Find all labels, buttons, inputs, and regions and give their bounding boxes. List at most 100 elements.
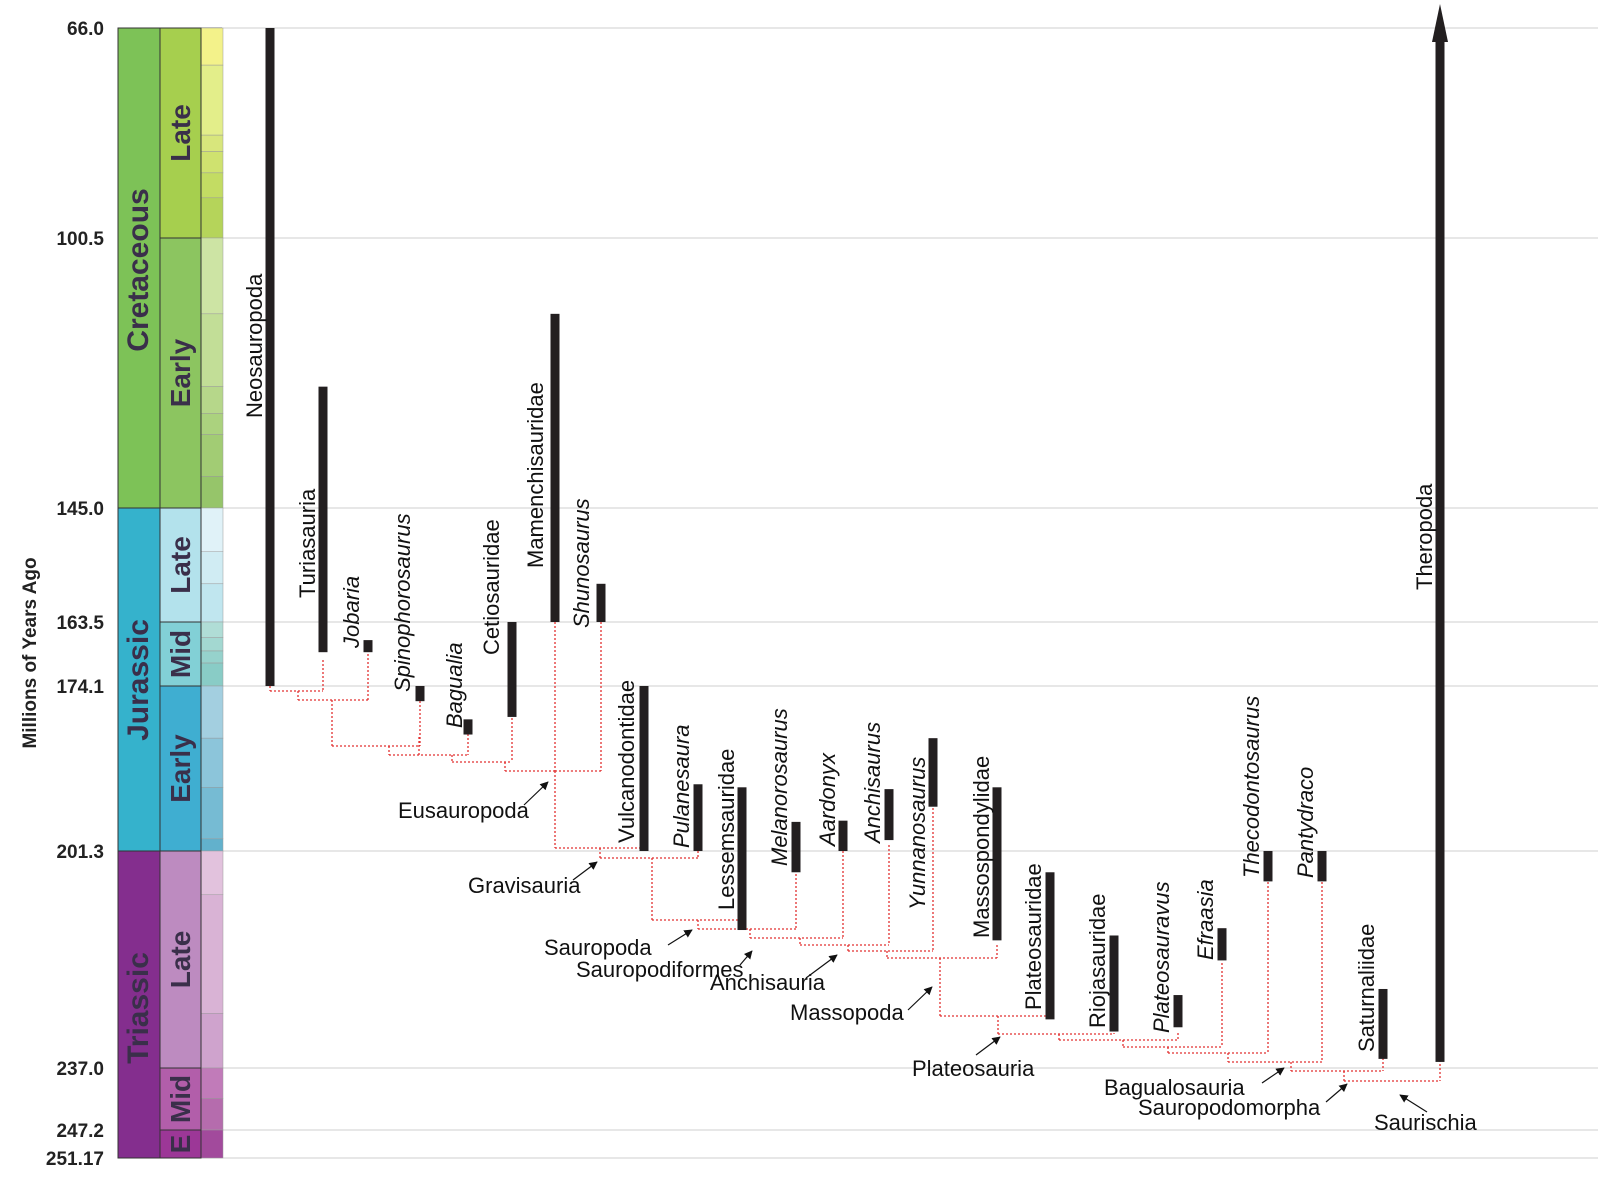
node-label-bagualosauria: Bagualosauria	[1104, 1075, 1245, 1100]
node-arrow-plateosauria	[975, 1036, 1001, 1056]
time-gridlines	[118, 27, 1598, 1159]
taxon-label-anchisaurus: Anchisaurus	[860, 722, 885, 845]
cladogram-branches	[269, 622, 1441, 1082]
stage-cell-13	[200, 551, 224, 585]
node-arrow-anchisauria	[805, 954, 838, 979]
taxon-label-bagualia: Bagualia	[442, 642, 467, 728]
stage-cell-5	[200, 197, 224, 239]
range-bar-melanorosaurus	[791, 821, 801, 873]
stage-cell-27	[200, 1098, 224, 1131]
stage-cell-23	[200, 850, 224, 896]
tick-label-100-5: 100.5	[56, 229, 104, 250]
tick-label-251-17: 251.17	[46, 1149, 104, 1170]
taxon-label-plateosauridae: Plateosauridae	[1021, 863, 1046, 1010]
node-arrow-eusauropoda	[523, 781, 549, 806]
epoch-label-7: E	[165, 1135, 196, 1154]
taxon-label-yunnanosaurus: Yunnanosaurus	[905, 757, 930, 910]
node-label-saurischia: Saurischia	[1374, 1110, 1477, 1135]
epoch-cell-7	[159, 1129, 202, 1159]
tick-label-174-1: 174.1	[56, 677, 104, 698]
stage-cell-26	[200, 1067, 224, 1099]
node-arrow-sauropodomorpha	[1325, 1083, 1348, 1103]
epoch-column: Late Early Late Mid Early Late Mid E	[159, 27, 202, 1159]
range-bar-saturnaliidae	[1378, 988, 1388, 1059]
period-label-cretaceous: Cretaceous	[122, 188, 155, 351]
range-arrow-theropoda	[1432, 4, 1448, 42]
stage-cell-8	[200, 386, 224, 414]
tick-label-145-0: 145.0	[56, 499, 104, 520]
range-bar-aardonyx	[838, 820, 848, 851]
period-column: Cretaceous Jurassic Triassic	[117, 27, 161, 1159]
stage-cell-24	[200, 894, 224, 1014]
period-cell-jurassic	[117, 507, 161, 852]
node-label-eusauropoda: Eusauropoda	[398, 798, 530, 823]
tick-label-201-3: 201.3	[56, 842, 104, 863]
stage-cell-7	[200, 313, 224, 387]
range-bar-cetiosauridae	[507, 622, 517, 717]
taxon-label-saturnaliidae: Saturnaliidae	[1354, 924, 1379, 1052]
stage-cell-1	[200, 64, 224, 136]
epoch-cell-6	[159, 1067, 202, 1131]
node-arrow-massopoda	[907, 986, 933, 1011]
stage-cell-21	[200, 787, 224, 840]
epoch-label-3: Mid	[165, 630, 196, 678]
taxon-label-thecodontosaurus: Thecodontosaurus	[1239, 696, 1264, 878]
range-bar-lessemsauridae	[737, 787, 747, 931]
stage-cell-18	[200, 662, 224, 687]
taxon-labels: Neosauropoda Turiasauria Jobaria Spinophoro…	[242, 273, 1437, 1052]
taxon-label-aardonyx: Aardonyx	[815, 752, 840, 848]
node-label-sauropoda: Sauropoda	[544, 935, 652, 960]
taxon-label-melanorosaurus: Melanorosaurus	[767, 708, 792, 866]
taxon-label-spinophorosaurus: Spinophorosaurus	[390, 513, 415, 692]
node-labels: Eusauropoda Gravisauria SauropodaSauropodi…	[398, 781, 1477, 1135]
node-label-anchisauria: Anchisauria	[710, 970, 826, 995]
stage-cell-9	[200, 413, 224, 435]
node-label-sauropodiformes: Sauropodiformes	[576, 957, 744, 982]
range-bar-yunnanosaurus	[928, 738, 938, 807]
stage-cell-25	[200, 1013, 224, 1069]
tick-label-237-0: 237.0	[56, 1059, 104, 1080]
range-bar-efraasia	[1217, 928, 1227, 961]
stage-cell-19	[200, 685, 224, 739]
stage-cell-10	[200, 434, 224, 477]
stage-cell-15	[200, 621, 224, 638]
stage-cell-12	[200, 507, 224, 553]
time-tick-labels: 66.0 100.5 145.0 163.5 174.1 201.3 237.0 247.2 2…	[46, 19, 105, 1170]
taxon-label-riojasauridae: Riojasauridae	[1085, 893, 1110, 1028]
range-bar-neosauropoda	[265, 28, 275, 686]
stage-cell-0	[200, 27, 224, 66]
stage-column	[200, 27, 224, 1159]
epoch-cell-0	[159, 27, 202, 239]
node-label-plateosauria: Plateosauria	[912, 1056, 1035, 1081]
node-arrow-sauropodiformes	[739, 950, 753, 966]
stage-cell-6	[200, 237, 224, 315]
taxon-label-cetiosauridae: Cetiosauridae	[479, 519, 504, 655]
range-bar-shunosaurus	[596, 583, 606, 622]
range-bar-riojasauridae	[1109, 935, 1119, 1032]
node-arrow-sauropoda	[667, 929, 693, 946]
taxon-label-lessemsauridae: Lessemsauridae	[714, 749, 739, 910]
tick-label-66-0: 66.0	[67, 19, 104, 40]
epoch-label-5: Late	[165, 931, 196, 989]
taxon-label-efraasia: Efraasia	[1193, 879, 1218, 960]
range-bar-bagualia	[463, 719, 473, 735]
range-bar-jobaria	[363, 640, 373, 653]
epoch-label-1: Early	[165, 338, 196, 407]
taxon-label-pulanesaura: Pulanesaura	[669, 724, 694, 848]
range-bar-plateosauravus	[1173, 995, 1183, 1028]
stage-cell-28	[200, 1129, 224, 1159]
taxon-label-jobaria: Jobaria	[339, 576, 364, 649]
range-bar-anchisaurus	[884, 789, 894, 841]
node-label-massopoda: Massopoda	[790, 1000, 905, 1025]
stage-cell-4	[200, 172, 224, 199]
range-bar-thecodontosaurus	[1263, 851, 1273, 882]
range-bar-spinophorosaurus	[415, 686, 425, 702]
taxon-label-theropoda: Theropoda	[1412, 483, 1437, 590]
node-arrow-bagualosauria	[1261, 1067, 1285, 1084]
period-cell-triassic	[117, 850, 161, 1159]
stage-cell-14	[200, 583, 224, 623]
stage-cell-3	[200, 151, 224, 174]
stage-cell-2	[200, 134, 224, 152]
range-bar-mamenchisauridae	[550, 313, 560, 622]
